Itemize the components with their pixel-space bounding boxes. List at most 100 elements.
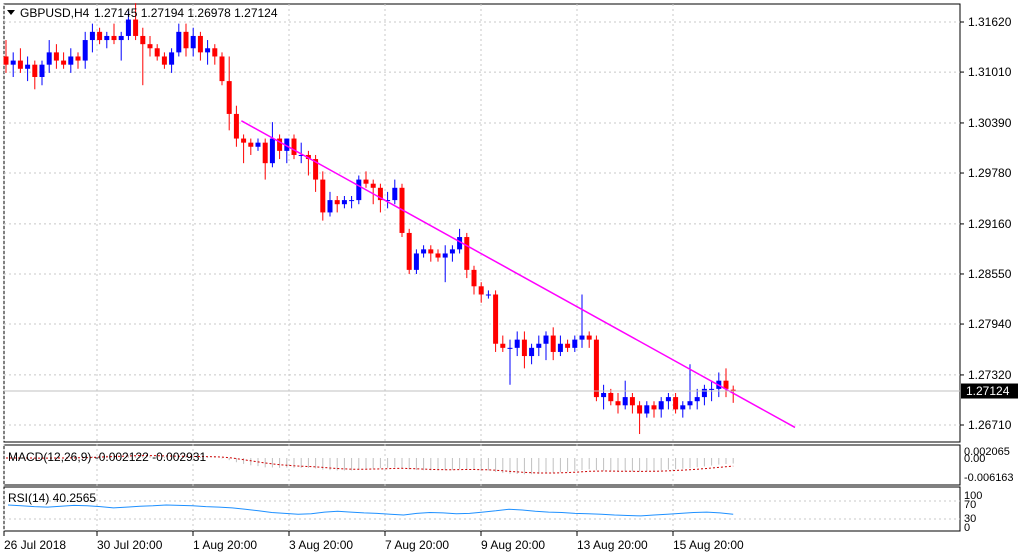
candle-body — [147, 44, 153, 49]
candle — [53, 44, 59, 69]
candle-body — [615, 401, 621, 406]
candle — [82, 31, 88, 69]
candle-body — [89, 31, 95, 41]
candle — [125, 11, 131, 41]
candle-body — [687, 401, 693, 406]
time-tick-label: 26 Jul 2018 — [4, 538, 66, 552]
ohlc-readout: 1.27145 1.27194 1.26978 1.27124 — [94, 6, 278, 20]
candle — [370, 179, 376, 205]
candle-body — [457, 237, 463, 250]
candle-body — [442, 253, 448, 258]
candle-body — [413, 253, 419, 270]
candle-body — [421, 249, 427, 254]
candle — [349, 196, 355, 209]
candle-body — [608, 392, 614, 402]
candle — [536, 335, 542, 357]
candle — [507, 339, 513, 385]
candle — [233, 105, 239, 147]
candle-body — [507, 347, 513, 349]
candles-layer — [3, 3, 736, 435]
candle-body — [493, 294, 499, 344]
candle — [3, 40, 9, 73]
candle — [147, 35, 153, 57]
candle-body — [579, 335, 585, 340]
candle-body — [471, 269, 477, 287]
candle — [687, 364, 693, 410]
candle — [428, 245, 434, 262]
candle — [392, 179, 398, 205]
candle — [421, 245, 427, 258]
candle-body — [658, 401, 664, 410]
candle-body — [118, 35, 124, 41]
candle-body — [190, 35, 196, 49]
candle — [500, 335, 506, 352]
candle — [608, 388, 614, 406]
rsi-label: RSI(14) 40.2565 — [8, 491, 96, 505]
candle-body — [320, 179, 326, 213]
candle-body — [644, 405, 650, 414]
candle — [68, 48, 74, 73]
current-price-box — [961, 383, 1018, 399]
candle-body — [536, 343, 542, 348]
macd-tick-top: 0.002065 — [964, 446, 1010, 458]
candle — [442, 245, 448, 283]
candle — [205, 40, 211, 65]
candle — [219, 52, 225, 86]
candle-body — [32, 64, 38, 77]
candle — [543, 331, 549, 361]
candle-body — [543, 335, 549, 344]
chart-menu-triangle-icon[interactable] — [7, 10, 15, 15]
candle-body — [529, 347, 535, 357]
time-axis: 26 Jul 2018 30 Jul 20:00 1 Aug 20:00 3 Aug … — [3, 531, 744, 552]
time-tick-label: 30 Jul 20:00 — [97, 538, 163, 552]
candle — [449, 245, 455, 262]
candle — [514, 331, 520, 357]
candle-body — [169, 52, 175, 65]
candle-body — [111, 35, 117, 41]
candle — [10, 52, 16, 77]
candle-body — [514, 339, 520, 348]
candle-body — [205, 48, 211, 53]
macd-signal-line — [6, 455, 734, 474]
candle-body — [651, 405, 657, 410]
candle-body — [183, 31, 189, 49]
price-tick-label: 1.27940 — [968, 317, 1012, 331]
candle — [579, 294, 585, 348]
candle-body — [154, 48, 160, 57]
candle — [601, 384, 607, 410]
candle-body — [521, 339, 527, 357]
price-tick-label: 1.28550 — [968, 267, 1012, 281]
price-tick-label: 1.29780 — [968, 166, 1012, 180]
candle-body — [212, 48, 218, 57]
candle — [341, 196, 347, 209]
candle — [651, 401, 657, 418]
candle-body — [637, 405, 643, 414]
candle-body — [97, 31, 103, 41]
candle — [97, 27, 103, 45]
candle-body — [3, 56, 9, 65]
candle — [478, 282, 484, 303]
candle-body — [291, 138, 297, 155]
time-tick-label: 13 Aug 20:00 — [577, 538, 648, 552]
candle-body — [586, 335, 592, 340]
candle — [255, 138, 261, 151]
candle — [680, 401, 686, 418]
grid-lines — [3, 4, 960, 531]
candle — [615, 392, 621, 414]
candle-body — [601, 392, 607, 398]
macd-tick-bottom: -0.006163 — [964, 472, 1014, 484]
candle-body — [82, 40, 88, 61]
candle-body — [406, 232, 412, 270]
candle — [154, 44, 160, 61]
candle-body — [233, 113, 239, 139]
candle-body — [284, 138, 290, 151]
candle — [111, 23, 117, 45]
candle-body — [241, 138, 247, 143]
candle — [183, 23, 189, 57]
candle — [673, 392, 679, 414]
symbol-label: GBPUSD,H4 — [20, 6, 90, 20]
candle — [284, 138, 290, 164]
candle — [226, 56, 232, 131]
candle — [262, 138, 268, 180]
candle-body — [305, 154, 311, 160]
